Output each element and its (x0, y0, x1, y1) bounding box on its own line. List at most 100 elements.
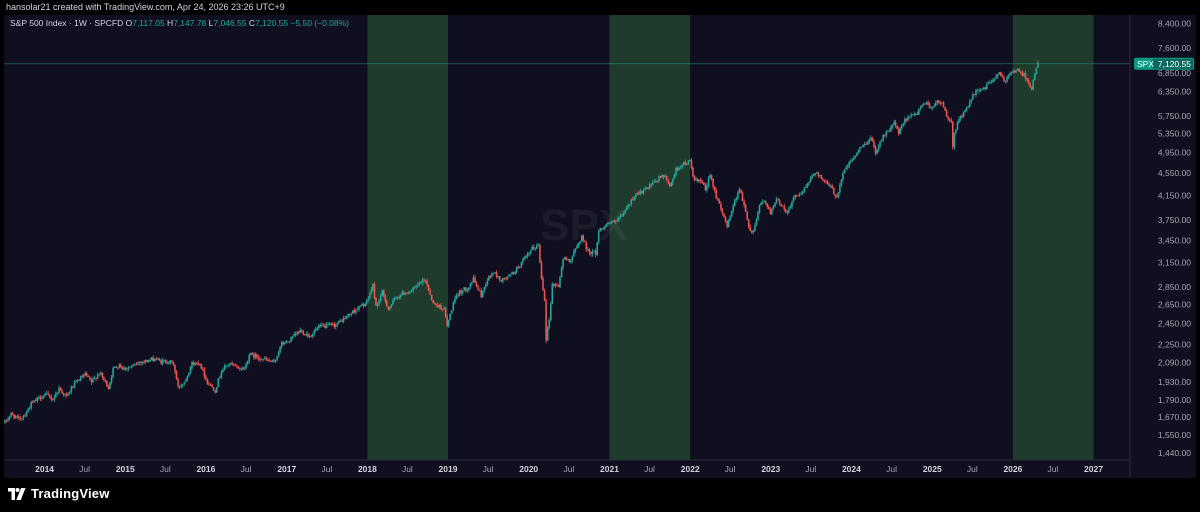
candle (1035, 67, 1038, 75)
candle-body (407, 292, 410, 294)
candle (126, 367, 128, 372)
candle (76, 379, 79, 384)
candle-body (280, 342, 283, 347)
candle-body (829, 185, 832, 187)
candle-body (611, 220, 614, 223)
candle-body (31, 402, 34, 404)
candle (202, 366, 204, 372)
candle (965, 106, 968, 113)
candle (710, 174, 713, 181)
candle (389, 306, 391, 311)
candle (751, 229, 753, 234)
x-tick-year: 2021 (600, 464, 619, 474)
candle (664, 173, 666, 178)
candle-body (604, 226, 606, 229)
candle-body (328, 323, 331, 325)
candle (203, 367, 206, 380)
candle (918, 108, 920, 115)
x-tick-year: 2024 (842, 464, 861, 474)
candle-body (189, 367, 192, 373)
candle-body (873, 141, 875, 147)
candle-body (13, 414, 15, 419)
candle-body (809, 178, 812, 182)
candle-body (766, 203, 769, 207)
candle-body (45, 393, 48, 395)
candle-body (451, 310, 453, 314)
x-tick-year: 2022 (681, 464, 700, 474)
price-axis[interactable]: 8,400.00 7,600.00 6,850.00 6,350.00 5,750.00… (1158, 19, 1191, 459)
candle (495, 270, 498, 279)
candle-body (633, 196, 636, 200)
candle (452, 300, 455, 311)
candle-body (825, 180, 827, 182)
candle (775, 196, 778, 205)
candle (245, 362, 247, 370)
candle (921, 104, 923, 108)
candle-body (430, 295, 433, 301)
tradingview-brand[interactable]: TradingView (8, 486, 110, 501)
candle (995, 74, 997, 79)
candle-body (75, 381, 77, 383)
candle (727, 219, 730, 228)
candle (630, 198, 632, 207)
candle (48, 394, 51, 399)
candle-body (1024, 73, 1027, 79)
candle (721, 207, 724, 216)
candle-body (123, 367, 125, 370)
candle (101, 372, 104, 380)
candle-body (540, 262, 543, 279)
candle-body (294, 334, 297, 335)
candle-body (469, 283, 472, 288)
candle (650, 183, 653, 188)
candle (365, 298, 368, 306)
legend-low-label: L (209, 18, 214, 28)
candle (939, 100, 942, 106)
candle-body (944, 107, 946, 111)
candle-body (149, 359, 151, 361)
candle (696, 178, 699, 183)
candle-body (506, 276, 509, 279)
candle-body (542, 278, 544, 291)
candle-body (593, 251, 595, 252)
candle (805, 184, 807, 189)
candle-body (580, 235, 583, 242)
candle (386, 299, 388, 307)
x-tick-year: 2016 (196, 464, 215, 474)
candle-body (314, 329, 317, 331)
candle-body (990, 81, 993, 83)
candle (522, 257, 524, 265)
chart-panel[interactable]: SPX 8,400.00 7,600.00 6,850.00 6,350.00 5,750… (4, 15, 1196, 478)
candle-body (755, 219, 758, 226)
candle-body (795, 194, 798, 196)
candle (58, 385, 60, 395)
candle (924, 103, 926, 105)
candle-body (594, 251, 597, 255)
candle (223, 363, 226, 371)
candle (683, 161, 685, 166)
candle (267, 358, 269, 362)
candle (96, 372, 99, 380)
candle-body (811, 175, 813, 179)
candle (703, 181, 705, 186)
candle-body (472, 277, 475, 283)
candle-body (212, 387, 215, 391)
candle-body (387, 306, 390, 310)
candle (189, 366, 192, 375)
time-axis[interactable]: 2014 Jul 2015 Jul 2016 Jul 2017 Jul 2018 Jul 2019 J… (35, 464, 1103, 474)
candle (5, 419, 8, 423)
y-tick-label: 4,150.00 (1158, 190, 1191, 200)
y-tick-label: 2,650.00 (1158, 300, 1191, 310)
candle-body (916, 113, 919, 115)
candle (723, 213, 725, 218)
candle (494, 272, 496, 274)
candle-body (103, 377, 105, 380)
candle (59, 387, 62, 391)
candle-body (8, 416, 11, 420)
candle-body (460, 290, 462, 294)
candle (894, 120, 897, 128)
price-chart[interactable]: SPX 8,400.00 7,600.00 6,850.00 6,350.00 5,750… (4, 15, 1196, 478)
candle (922, 102, 925, 106)
candle-body (104, 379, 107, 382)
x-tick-month: Jul (402, 464, 413, 474)
candle (274, 359, 277, 363)
